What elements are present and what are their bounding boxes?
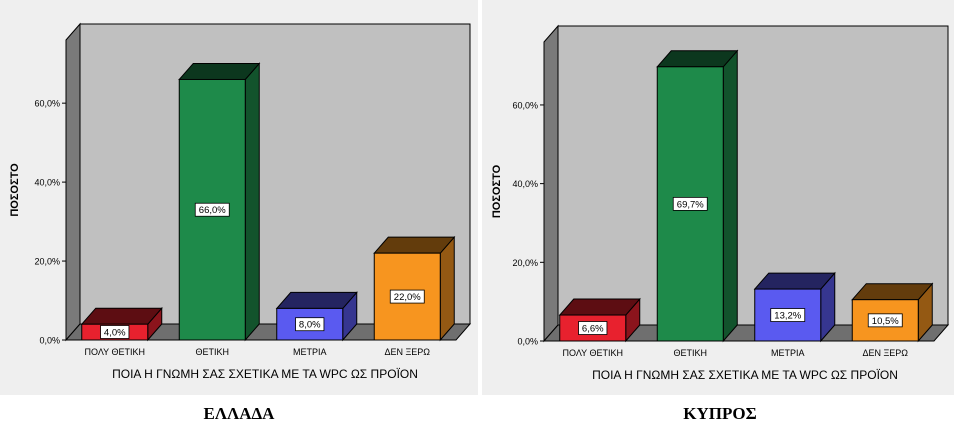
- data-label: 66,0%: [199, 205, 226, 216]
- bar-side: [244, 62, 260, 342]
- data-label-box: [389, 289, 425, 304]
- x-tick-label: ΠΟΛΥ ΘΕΤΙΚΗ: [84, 347, 145, 357]
- chart-greece-plot: 0,0% 20,0% 40,0% 60,0% ΠΟΣΟΣΤΟ 4,0% ΠΟΛΥ ΘΕΤΙΚ…: [9, 22, 472, 381]
- x-tick-label: ΜΕΤΡΙΑ: [293, 347, 327, 357]
- data-label: 13,2%: [774, 311, 801, 322]
- y-tick-label: 40,0%: [512, 179, 538, 189]
- back-wall: [557, 25, 949, 326]
- bar-top: [178, 62, 261, 80]
- bar-top: [558, 298, 641, 316]
- side-wall: [543, 24, 559, 343]
- data-label: 69,7%: [677, 199, 704, 210]
- data-label-box: [100, 325, 130, 339]
- y-tick-label: 60,0%: [512, 100, 538, 110]
- x-tick-label: ΔΕΝ ΞΕΡΩ: [384, 347, 430, 357]
- bar-top: [753, 272, 836, 290]
- bar-top: [80, 307, 163, 325]
- data-label-box: [295, 317, 325, 332]
- y-tick-label: 20,0%: [512, 258, 538, 268]
- y-tick-label: 0,0%: [517, 337, 538, 347]
- chart-cyprus-plot: 0,0% 20,0% 40,0% 60,0% ΠΟΣΟΣΤΟ 6,6% ΠΟΛΥ ΘΕΤΙΚ…: [491, 24, 950, 382]
- bar-top: [851, 283, 934, 301]
- x-axis-title: ΠΟΙΑ Η ΓΝΩΜΗ ΣΑΣ ΣΧΕΤΙΚΑ ΜΕ ΤΑ WPC ΩΣ ΠΡ…: [112, 367, 418, 381]
- bar-top: [656, 50, 739, 68]
- data-label: 6,6%: [582, 324, 604, 335]
- bar-side: [722, 49, 738, 343]
- data-label-box: [672, 196, 708, 211]
- data-label-box: [578, 321, 608, 335]
- y-tick-label: 60,0%: [34, 99, 60, 109]
- chart-cyprus: 0,0% 20,0% 40,0% 60,0% ΠΟΣΟΣΤΟ 6,6% ΠΟΛΥ ΘΕΤΙΚ…: [482, 0, 954, 395]
- data-label: 8,0%: [299, 320, 321, 331]
- caption-cyprus: ΚΥΠΡΟΣ: [683, 404, 757, 423]
- x-tick-label: ΔΕΝ ΞΕΡΩ: [862, 348, 908, 358]
- data-label-box: [770, 308, 806, 322]
- bar-side: [439, 235, 455, 342]
- x-tick-label: ΜΕΤΡΙΑ: [771, 348, 805, 358]
- caption-greece: ΕΛΛΑΔΑ: [203, 404, 275, 423]
- data-label: 4,0%: [104, 328, 126, 339]
- chart-greece: 0,0% 20,0% 40,0% 60,0% ΠΟΣΟΣΤΟ 4,0% ΠΟΛΥ ΘΕΤΙΚ…: [0, 0, 478, 395]
- y-tick-label: 40,0%: [34, 178, 60, 188]
- data-label: 22,0%: [394, 292, 421, 303]
- y-tick-label: 0,0%: [39, 336, 60, 346]
- x-tick-label: ΘΕΤΙΚΗ: [673, 348, 707, 358]
- data-label: 10,5%: [872, 316, 899, 327]
- x-tick-label: ΠΟΛΥ ΘΕΤΙΚΗ: [562, 348, 623, 358]
- data-label-box: [194, 202, 230, 217]
- bar-top: [275, 291, 358, 309]
- x-axis-title: ΠΟΙΑ Η ΓΝΩΜΗ ΣΑΣ ΣΧΕΤΙΚΑ ΜΕ ΤΑ WPC ΩΣ ΠΡ…: [592, 368, 898, 382]
- y-axis-title: ΠΟΣΟΣΤΟ: [9, 163, 21, 217]
- x-tick-label: ΘΕΤΙΚΗ: [195, 347, 229, 357]
- bar-top: [373, 236, 456, 254]
- data-label-box: [867, 313, 903, 328]
- y-axis-title: ΠΟΣΟΣΤΟ: [491, 164, 503, 218]
- y-tick-label: 20,0%: [34, 257, 60, 267]
- side-wall: [65, 22, 81, 342]
